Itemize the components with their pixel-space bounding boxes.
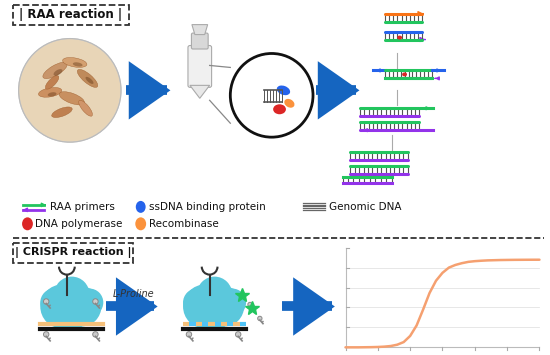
Text: DNA polymerase: DNA polymerase [35,219,123,229]
Polygon shape [192,24,208,34]
Circle shape [205,286,244,326]
Circle shape [76,289,103,316]
Circle shape [93,332,98,337]
Ellipse shape [78,69,98,87]
Ellipse shape [86,77,94,84]
Circle shape [40,285,84,328]
Text: | CRISPR reaction |: | CRISPR reaction | [14,247,131,258]
Ellipse shape [22,217,33,230]
Circle shape [54,277,90,312]
Circle shape [43,299,49,304]
Circle shape [43,332,49,337]
Circle shape [183,289,211,316]
Circle shape [248,302,252,307]
Circle shape [197,277,232,312]
Text: ssDNA binding protein: ssDNA binding protein [148,202,265,212]
Ellipse shape [79,100,92,116]
Text: RAA primers: RAA primers [50,202,115,212]
Circle shape [186,332,191,337]
Text: Recombinase: Recombinase [148,219,218,229]
Text: L-Proline: L-Proline [113,289,155,299]
Text: | RAA reaction |: | RAA reaction | [19,8,122,21]
Ellipse shape [277,86,290,95]
Circle shape [56,299,87,331]
Circle shape [19,39,121,142]
Ellipse shape [63,58,87,67]
Ellipse shape [284,99,294,108]
Ellipse shape [397,36,402,39]
Ellipse shape [43,62,67,78]
Ellipse shape [39,87,62,97]
Circle shape [183,285,227,328]
Ellipse shape [135,217,146,230]
Circle shape [40,289,68,316]
Ellipse shape [59,92,84,105]
Text: Genomic DNA: Genomic DNA [329,202,402,212]
Circle shape [62,286,101,326]
Circle shape [93,299,98,304]
Circle shape [258,316,262,321]
Polygon shape [190,85,210,98]
Ellipse shape [136,201,146,213]
FancyBboxPatch shape [188,45,212,87]
Ellipse shape [48,92,57,97]
Ellipse shape [53,69,63,76]
FancyBboxPatch shape [191,33,208,49]
Ellipse shape [402,72,407,76]
Circle shape [235,332,241,337]
Ellipse shape [46,76,59,89]
Circle shape [230,54,313,137]
Circle shape [218,289,246,316]
Ellipse shape [52,107,72,118]
Ellipse shape [273,104,286,114]
Ellipse shape [73,62,82,67]
Circle shape [199,299,230,331]
